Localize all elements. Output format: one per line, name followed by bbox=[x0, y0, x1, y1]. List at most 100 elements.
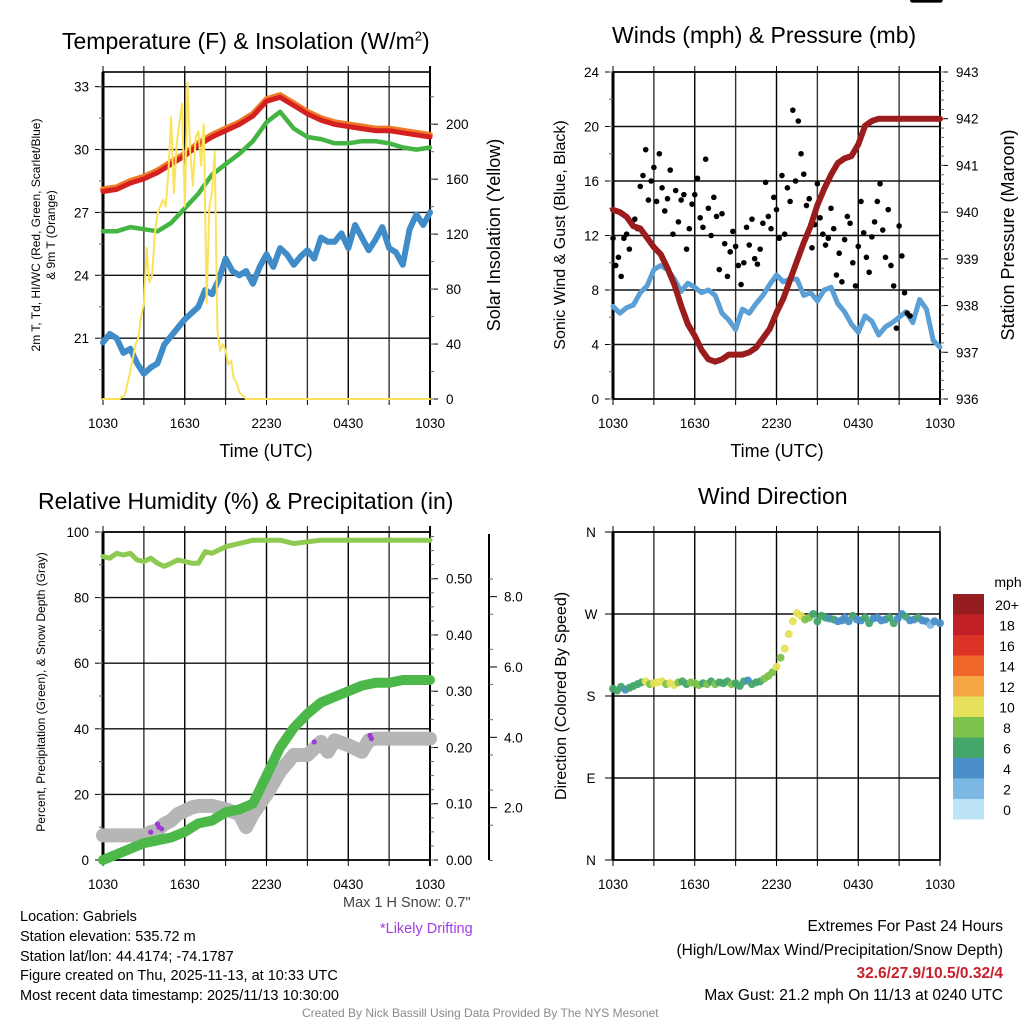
speed-legend-label: 8 bbox=[1003, 720, 1011, 736]
gust-point bbox=[890, 283, 897, 289]
gust-point bbox=[637, 183, 644, 190]
winds-y2-axis-label: Station Pressure (Maroon) bbox=[998, 129, 1018, 340]
gust-point bbox=[877, 180, 883, 187]
winds-x-tick-label: 2230 bbox=[761, 416, 791, 431]
speed-legend-swatch bbox=[953, 655, 984, 676]
wind_direction-x-tick-label: 1030 bbox=[925, 877, 955, 892]
direction-point bbox=[780, 644, 789, 653]
series-2m-td bbox=[100, 109, 433, 234]
gust-point bbox=[792, 178, 799, 184]
max-snow-text: Max 1 H Snow: 0.7" bbox=[343, 895, 471, 911]
temperature-y-tick-label: 24 bbox=[74, 268, 90, 283]
gust-point bbox=[651, 164, 657, 171]
gust-point bbox=[667, 167, 674, 173]
temperature-y2-tick-label: 0 bbox=[446, 392, 454, 407]
gust-point bbox=[689, 201, 695, 207]
speed-legend-swatch bbox=[953, 758, 984, 779]
latlon-text: Station lat/lon: 44.4174; -74.1787 bbox=[20, 949, 234, 965]
gust-point bbox=[727, 249, 733, 255]
gust-point bbox=[781, 231, 788, 237]
drifting-point bbox=[368, 736, 375, 742]
drifting-point bbox=[311, 739, 317, 745]
rh_precip-plot-area bbox=[101, 526, 431, 866]
gust-point bbox=[732, 243, 739, 250]
gust-point bbox=[741, 259, 747, 266]
likely-drifting-text: *Likely Drifting bbox=[380, 921, 473, 937]
rh-chart-title: Relative Humidity (%) & Precipitation (i… bbox=[38, 488, 454, 514]
speed-legend-swatch bbox=[953, 799, 984, 820]
gust-point bbox=[716, 266, 723, 273]
speed-legend-swatch bbox=[953, 676, 984, 697]
temperature-x-axis-label: Time (UTC) bbox=[219, 441, 312, 461]
rh_precip-x-tick-label: 1630 bbox=[170, 877, 200, 892]
gust-point bbox=[760, 220, 766, 227]
title-end: ) bbox=[422, 28, 430, 54]
gust-point bbox=[874, 198, 881, 205]
gust-point bbox=[776, 235, 783, 242]
gust-point bbox=[612, 262, 619, 269]
gust-point bbox=[681, 191, 687, 198]
winds-y2-tick-label: 936 bbox=[956, 392, 979, 407]
gust-point bbox=[610, 235, 616, 242]
direction-point bbox=[885, 613, 894, 622]
wind_direction-x-tick-label: 0430 bbox=[843, 877, 873, 892]
temperature-y2-tick-label: 120 bbox=[446, 227, 469, 242]
winds-y2-tick-label: 941 bbox=[956, 158, 979, 173]
gust-point bbox=[623, 231, 630, 237]
extremes-title: Extremes For Past 24 Hours bbox=[807, 918, 1003, 935]
winds-x-tick-label: 1630 bbox=[680, 416, 710, 431]
winds-y-tick-label: 0 bbox=[591, 392, 599, 407]
gust-point bbox=[833, 272, 840, 278]
series-station-pressure bbox=[610, 115, 943, 365]
gust-point bbox=[749, 216, 755, 222]
extremes-subtitle: (High/Low/Max Wind/Precipitation/Snow De… bbox=[676, 942, 1004, 959]
gust-point bbox=[691, 191, 698, 198]
gust-point bbox=[800, 171, 807, 177]
gust-point bbox=[656, 150, 663, 157]
recent-data-text: Most recent data timestamp: 2025/11/13 1… bbox=[20, 988, 339, 1004]
gust-point bbox=[640, 172, 646, 179]
winds-x-tick-label: 0430 bbox=[843, 416, 873, 431]
temperature-chart-title: Temperature (F) & Insolation (W/m2) bbox=[62, 28, 430, 55]
snow-depth-tick-label: 6.0 bbox=[504, 660, 523, 675]
winds-y2-tick-label: 937 bbox=[956, 345, 979, 360]
temperature-y2-tick-label: 80 bbox=[446, 282, 461, 297]
temperature-y2-tick-label: 40 bbox=[446, 337, 461, 352]
winds-x-axis-label: Time (UTC) bbox=[730, 441, 823, 461]
location-text: Location: Gabriels bbox=[20, 909, 137, 925]
temperature-x-tick-label: 1030 bbox=[88, 416, 118, 431]
speed-legend-label: 4 bbox=[1003, 761, 1011, 777]
gust-point bbox=[768, 225, 774, 232]
temperature-y-tick-label: 30 bbox=[74, 143, 89, 158]
gust-point bbox=[820, 231, 826, 237]
temperature-y-tick-label: 27 bbox=[74, 205, 89, 220]
speed-legend-swatch bbox=[953, 696, 984, 717]
gust-point bbox=[757, 246, 763, 252]
rh_precip-y2-tick-label: 0.50 bbox=[446, 572, 472, 587]
winds-y-tick-label: 16 bbox=[584, 174, 599, 189]
gust-point bbox=[746, 242, 753, 248]
rh_precip-y-tick-label: 80 bbox=[74, 591, 89, 606]
winds-y-tick-label: 20 bbox=[584, 120, 599, 135]
speed-legend-label: 20+ bbox=[995, 597, 1019, 613]
gust-point bbox=[738, 281, 744, 288]
temperature-x-tick-label: 1030 bbox=[415, 416, 445, 431]
gust-point bbox=[863, 254, 870, 261]
gust-point bbox=[858, 198, 864, 205]
speed-legend-label: 18 bbox=[999, 618, 1015, 634]
series-relative-humidity bbox=[100, 537, 433, 569]
gust-point bbox=[751, 255, 758, 262]
gust-point bbox=[828, 205, 834, 212]
gust-point bbox=[711, 194, 717, 201]
gust-point bbox=[937, 0, 943, 3]
direction-y-tick-label: S bbox=[586, 689, 595, 704]
gust-point bbox=[779, 172, 785, 179]
rh_precip-y2-tick-label: 0.20 bbox=[446, 740, 472, 755]
gust-point bbox=[803, 202, 810, 209]
gust-point bbox=[653, 198, 660, 205]
series-hi-wc bbox=[100, 209, 433, 377]
direction-point bbox=[788, 617, 797, 626]
gust-point bbox=[754, 261, 761, 267]
direction-point bbox=[809, 610, 818, 618]
gust-point bbox=[896, 223, 902, 229]
